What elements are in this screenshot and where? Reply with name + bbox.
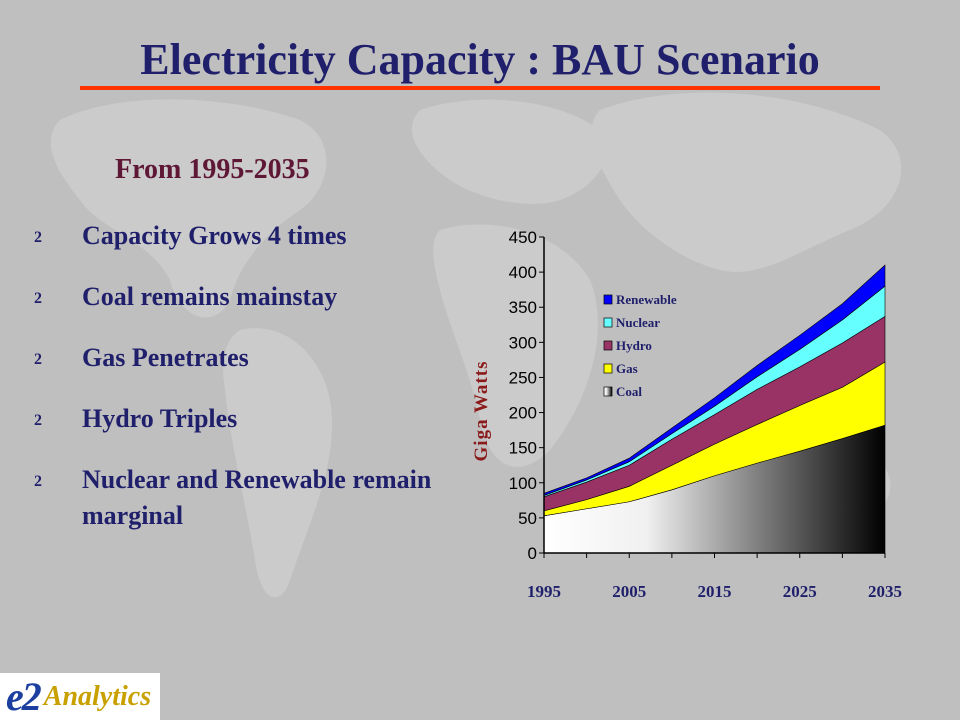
legend-label: Gas xyxy=(616,361,638,376)
bullet-icon: 2 xyxy=(34,351,42,368)
chart-legend: Renewable Nuclear Hydro Gas Coal xyxy=(603,292,677,399)
bullet-item: 2 Capacity Grows 4 times xyxy=(30,218,460,254)
bullet-icon: 2 xyxy=(34,473,42,490)
x-tick-label: 2025 xyxy=(783,582,817,601)
bullet-item: 2 Coal remains mainstay xyxy=(30,279,460,315)
legend-label: Hydro xyxy=(616,338,652,353)
logo-mark: e2 xyxy=(6,673,42,719)
y-tick-label: 100 xyxy=(509,474,537,493)
bullet-icon: 2 xyxy=(34,290,42,307)
bullet-item: 2 Gas Penetrates xyxy=(30,340,460,376)
slide-title: Electricity Capacity : BAU Scenario xyxy=(140,35,820,84)
y-tick-label: 300 xyxy=(509,333,537,352)
x-tick-label: 2015 xyxy=(698,582,732,601)
bullet-item: 2 Nuclear and Renewable remain marginal xyxy=(30,462,460,534)
logo-wordmark: Analytics xyxy=(43,680,152,712)
bullet-list: 2 Capacity Grows 4 times 2 Coal remains … xyxy=(30,218,460,559)
capacity-area-chart: 0 50 100 150 200 250 300 350 400 450 1995 2005 2015 2… xyxy=(471,228,902,601)
x-tick-label: 2035 xyxy=(868,582,902,601)
legend-swatch-coal xyxy=(603,386,613,397)
axis-layer: 0 50 100 150 200 250 300 350 400 450 1995 2005 2015 2… xyxy=(509,228,902,601)
legend-label: Nuclear xyxy=(616,315,660,330)
legend-swatch-hydro xyxy=(603,340,613,351)
bullet-text: Gas Penetrates xyxy=(82,343,249,372)
y-tick-label: 0 xyxy=(528,544,537,563)
legend-label: Renewable xyxy=(616,292,677,307)
e2-analytics-logo: e2 Analytics xyxy=(0,673,160,720)
y-tick-label: 200 xyxy=(509,404,537,423)
bullet-icon: 2 xyxy=(34,229,42,246)
bullet-text: Capacity Grows 4 times xyxy=(82,221,347,250)
y-tick-label: 250 xyxy=(509,368,537,387)
area-layer xyxy=(543,264,886,554)
bullet-text: Nuclear and Renewable remain marginal xyxy=(82,465,432,530)
title-underline xyxy=(80,86,880,90)
y-tick-label: 450 xyxy=(509,228,537,247)
legend-swatch-nuclear xyxy=(603,317,613,328)
y-tick-label: 150 xyxy=(509,439,537,458)
x-tick-label: 1995 xyxy=(527,582,561,601)
y-tick-label: 350 xyxy=(509,298,537,317)
x-tick-label: 2005 xyxy=(612,582,646,601)
area-renewable xyxy=(543,264,886,496)
y-tick-label: 400 xyxy=(509,263,537,282)
bullet-item: 2 Hydro Triples xyxy=(30,401,460,437)
legend-swatch-renewable xyxy=(603,294,613,305)
slide-subtitle: From 1995-2035 xyxy=(115,154,310,185)
y-tick-label: 50 xyxy=(518,509,537,528)
y-axis-label: Giga Watts xyxy=(471,361,492,462)
bullet-text: Hydro Triples xyxy=(82,404,238,433)
legend-swatch-gas xyxy=(603,363,613,374)
bullet-text: Coal remains mainstay xyxy=(82,282,338,311)
bullet-icon: 2 xyxy=(34,412,42,429)
legend-label: Coal xyxy=(616,384,642,399)
